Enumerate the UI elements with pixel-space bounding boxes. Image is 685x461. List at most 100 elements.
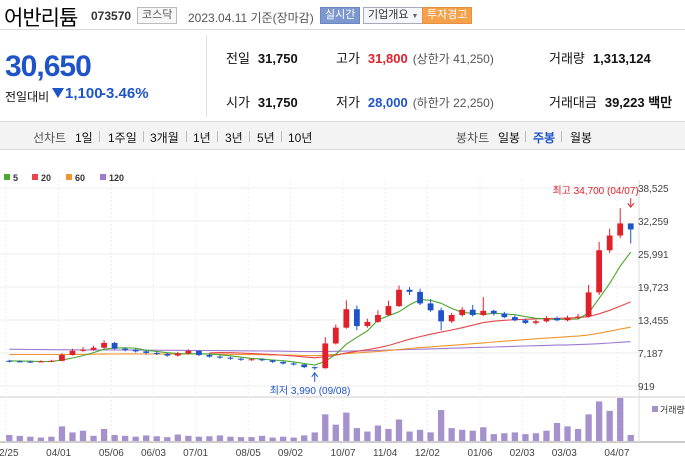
volume-bar	[564, 426, 571, 441]
stock-header: 어반리튬 073570 코스닥 2023.04.11 기준(장마감) 실시간 기…	[0, 0, 685, 30]
candle-body	[311, 367, 318, 369]
volume-bar	[574, 428, 582, 441]
volume-bar	[290, 437, 297, 441]
x-tick-label: 12/02	[415, 448, 440, 459]
x-tick-label: 06/03	[141, 448, 166, 459]
candle-body	[322, 343, 329, 369]
tab-monthly[interactable]: 월봉	[570, 131, 593, 145]
candle-body	[617, 223, 624, 236]
volume-bar	[606, 410, 613, 441]
candle-chart-label: 봉차트	[456, 131, 490, 145]
price-summary: 30,650 전일대비 1,100 -3.46% 전일 31,750 고가 31,8…	[0, 30, 685, 122]
candle-body	[427, 303, 434, 311]
volume-bar	[522, 434, 529, 441]
volume-bar	[416, 429, 424, 441]
volume-bar	[258, 435, 266, 441]
legend-label: 20	[41, 173, 51, 183]
candle-body	[59, 355, 65, 361]
company-info-label: 기업개요	[368, 9, 409, 21]
amount-cell: 거래대금 39,223 백만	[549, 92, 672, 111]
volume-bar	[395, 419, 403, 441]
candle-body	[269, 360, 276, 362]
stock-code: 073570	[91, 9, 132, 23]
candle-body	[385, 306, 392, 316]
volume-bar	[37, 437, 45, 441]
amount-label: 거래대금	[549, 95, 597, 110]
x-tick-label: 03/03	[552, 448, 577, 459]
max-price-annotation: 최고 34,700 (04/07)	[552, 185, 638, 197]
candle-body	[301, 364, 308, 368]
low-cell: 저가 28,000 (하한가 22,250)	[336, 92, 494, 111]
volume-bar	[248, 437, 255, 441]
volume-bar	[216, 435, 224, 441]
volume-bar	[195, 436, 203, 441]
volume-bar	[6, 434, 13, 441]
tab-1year[interactable]: 1년	[193, 131, 211, 145]
tab-3year[interactable]: 3년	[225, 131, 243, 145]
tab-3month[interactable]: 3개월	[150, 131, 179, 145]
candlestick-chart[interactable]: 919 7,187 13,455 19,723 25,991 32,259 38,525 02…	[0, 150, 685, 461]
candle-body	[48, 360, 55, 362]
prev-close-cell: 전일 31,750	[226, 48, 298, 67]
volume-bar	[322, 414, 329, 441]
tab-separator	[281, 131, 282, 142]
tab-1week[interactable]: 1주일	[108, 131, 137, 145]
current-price: 30,650	[5, 50, 92, 83]
volume-bar	[617, 398, 624, 441]
volume-bar	[585, 414, 592, 441]
tab-daily[interactable]: 일봉	[498, 131, 521, 145]
candle-body	[37, 361, 44, 363]
company-info-button[interactable]: 기업개요 ▼	[363, 7, 426, 24]
candle-body	[217, 356, 223, 358]
ma20-line	[209, 301, 631, 359]
low-label: 저가	[336, 95, 360, 110]
candle-body	[375, 315, 381, 322]
volume-bar	[269, 437, 276, 441]
y-tick-label: 7,187	[638, 349, 663, 360]
tab-separator	[525, 131, 526, 142]
investment-warning-badge[interactable]: 투자경고	[422, 7, 473, 24]
amount-value: 39,223 백만	[604, 95, 673, 110]
x-tick-label: 04/01	[46, 448, 71, 459]
candle-body	[206, 355, 213, 357]
change-label: 전일대비	[5, 90, 50, 104]
tab-separator	[99, 131, 100, 142]
upper-limit: (상한가 41,250)	[412, 52, 494, 66]
tab-5year[interactable]: 5년	[257, 131, 275, 145]
open-value: 31,750	[257, 95, 298, 110]
tab-1day[interactable]: 1일	[75, 131, 93, 145]
legend-label: 60	[75, 173, 85, 183]
volume-bar	[16, 435, 23, 441]
prev-close-value: 31,750	[257, 51, 298, 66]
candle-body	[122, 348, 129, 350]
realtime-button[interactable]: 실시간	[320, 7, 361, 24]
volume-bar	[48, 436, 55, 441]
volume-cell: 거래량 1,313,124	[549, 48, 651, 67]
candle-body	[90, 347, 97, 350]
candle-body	[132, 349, 139, 352]
candle-body	[448, 315, 455, 322]
high-label: 고가	[336, 51, 360, 66]
tab-weekly[interactable]: 주봉	[533, 131, 556, 145]
candle-body	[227, 357, 234, 359]
candle-body	[522, 320, 529, 323]
volume-bar	[627, 434, 634, 441]
lower-limit: (하한가 22,250)	[412, 96, 494, 110]
volume-bar	[311, 432, 318, 441]
volume-bar	[595, 401, 603, 441]
volume-bar	[343, 412, 350, 441]
volume-bar	[301, 435, 308, 441]
candle-body	[469, 309, 476, 316]
candle-body	[259, 359, 265, 361]
prev-close-label: 전일	[226, 51, 250, 66]
volume-bar	[185, 435, 192, 441]
volume-bar	[511, 432, 519, 441]
max-arrow-icon	[627, 202, 635, 208]
y-tick-label: 919	[638, 382, 655, 393]
tab-10year[interactable]: 10년	[288, 131, 313, 145]
candle-body	[627, 223, 634, 230]
legend-swatch	[32, 174, 38, 180]
x-tick-label: 02/25	[0, 448, 19, 459]
y-tick-label: 32,259	[638, 217, 669, 228]
volume-legend-swatch	[652, 406, 658, 412]
